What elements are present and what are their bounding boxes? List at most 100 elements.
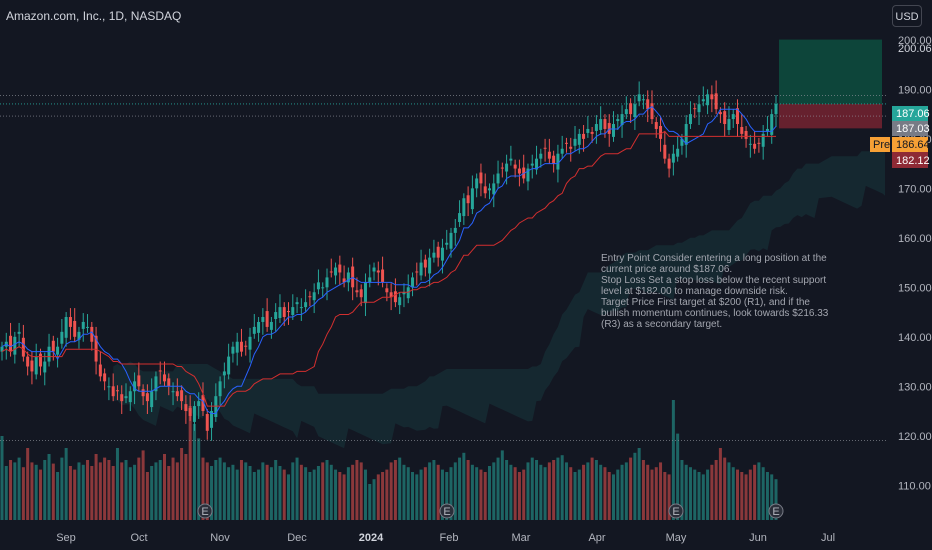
candle-body xyxy=(654,122,658,129)
candle-body xyxy=(227,356,231,375)
y-tick-label: 160.00 xyxy=(898,233,932,245)
volume-bar xyxy=(710,464,714,520)
candle-body xyxy=(308,296,312,298)
candle-body xyxy=(197,401,201,407)
volume-bar xyxy=(210,466,214,520)
candle-body xyxy=(244,345,248,347)
volume-bar xyxy=(381,472,385,520)
price-axis[interactable]: 110.00 120.00 130.00 140.00 150.00 160.00 170.… xyxy=(898,35,932,492)
candle-body xyxy=(748,143,752,145)
volume-bar xyxy=(714,460,718,520)
volume-bar xyxy=(372,479,376,520)
volume-bar xyxy=(227,467,231,520)
volume-bar xyxy=(453,462,457,520)
candle-body xyxy=(706,94,710,106)
candle-body xyxy=(13,336,17,355)
candle-body xyxy=(761,133,765,147)
candle-body xyxy=(60,331,64,344)
candle-body xyxy=(479,172,483,184)
earnings-marker-label: E xyxy=(772,506,779,518)
y-tick-label: 110.00 xyxy=(898,480,931,492)
volume-bar xyxy=(500,450,504,520)
volume-bar xyxy=(231,464,235,520)
volume-bar xyxy=(124,460,128,520)
close-badge-text: 187.03 xyxy=(896,123,930,135)
volume-bar xyxy=(21,467,25,520)
volume-bar xyxy=(218,457,222,520)
volume-bar xyxy=(81,464,85,520)
volume-bar xyxy=(539,464,543,520)
volume-bar xyxy=(312,469,316,520)
y-tick-label: 150.00 xyxy=(898,282,932,294)
candle-body xyxy=(492,183,496,195)
candle-body xyxy=(210,411,214,428)
volume-bar xyxy=(753,464,757,520)
candle-body xyxy=(505,163,509,172)
volume-bar xyxy=(470,464,474,520)
volume-bar xyxy=(530,457,534,520)
tenkan-line xyxy=(1,106,777,414)
volume-bar xyxy=(513,467,517,520)
volume-bar xyxy=(47,454,51,520)
volume-bar xyxy=(680,460,684,520)
volume-bar xyxy=(590,457,594,520)
volume-bar xyxy=(411,472,415,520)
cloud-area xyxy=(113,151,885,449)
volume-bar xyxy=(355,460,359,520)
note-target: Target Price First target at $200 (R1), … xyxy=(601,297,829,330)
symbol-title[interactable]: Amazon.com, Inc., 1D, NASDAQ xyxy=(6,9,182,23)
x-tick-label: Mar xyxy=(512,532,531,544)
volume-bar xyxy=(0,436,4,520)
candle-body xyxy=(577,133,581,145)
candle-body xyxy=(586,128,590,133)
candle-body xyxy=(526,168,530,182)
candle-body xyxy=(133,381,137,392)
indicator-lines xyxy=(1,106,777,414)
volume-bar xyxy=(17,457,21,520)
earnings-marker xyxy=(668,503,684,519)
candle-body xyxy=(671,153,675,163)
candle-body xyxy=(64,317,68,338)
candle-body xyxy=(423,259,427,268)
volume-bar xyxy=(458,457,462,520)
volume-bar xyxy=(607,472,611,520)
candle-body xyxy=(736,108,740,125)
volume-bar xyxy=(167,466,171,520)
candle-body xyxy=(158,370,162,372)
candle-body xyxy=(180,390,184,402)
volume-bar xyxy=(402,464,406,520)
volume-bar xyxy=(616,469,620,520)
volume-bar xyxy=(701,474,705,520)
candle-body xyxy=(402,292,406,295)
candle-body xyxy=(171,391,175,393)
candle-body xyxy=(368,277,372,283)
target-zone xyxy=(779,39,882,104)
note-stop: Stop Loss Set a stop loss below the rece… xyxy=(601,275,827,297)
candle-body xyxy=(582,133,586,139)
volume-bar xyxy=(573,472,577,520)
candle-body xyxy=(612,124,616,137)
candle-body xyxy=(188,408,192,416)
last-price-badge xyxy=(892,106,928,121)
candle-body xyxy=(21,337,25,357)
candle-body xyxy=(17,331,21,334)
candle-body xyxy=(633,104,637,118)
candle-body xyxy=(68,317,72,327)
pre-market-badge xyxy=(892,137,928,152)
candle-body xyxy=(154,376,158,392)
stop-badge-text: 182.12 xyxy=(896,155,930,167)
volume-bar xyxy=(145,472,149,520)
trade-note[interactable]: Entry Point Consider entering a long pos… xyxy=(601,253,841,330)
volume-bar xyxy=(291,462,295,520)
volume-bar xyxy=(363,469,367,520)
volume-bar xyxy=(304,467,308,520)
candle-body xyxy=(552,155,556,164)
candle-body xyxy=(688,114,692,125)
volume-bar xyxy=(351,464,355,520)
volume-bars xyxy=(0,400,778,520)
candle-body xyxy=(774,103,778,115)
time-axis[interactable]: Sep Oct Nov Dec 2024 Feb Mar Apr May Jun Jul xyxy=(56,532,835,544)
candle-body xyxy=(629,103,633,115)
currency-button[interactable]: USD xyxy=(892,5,922,27)
